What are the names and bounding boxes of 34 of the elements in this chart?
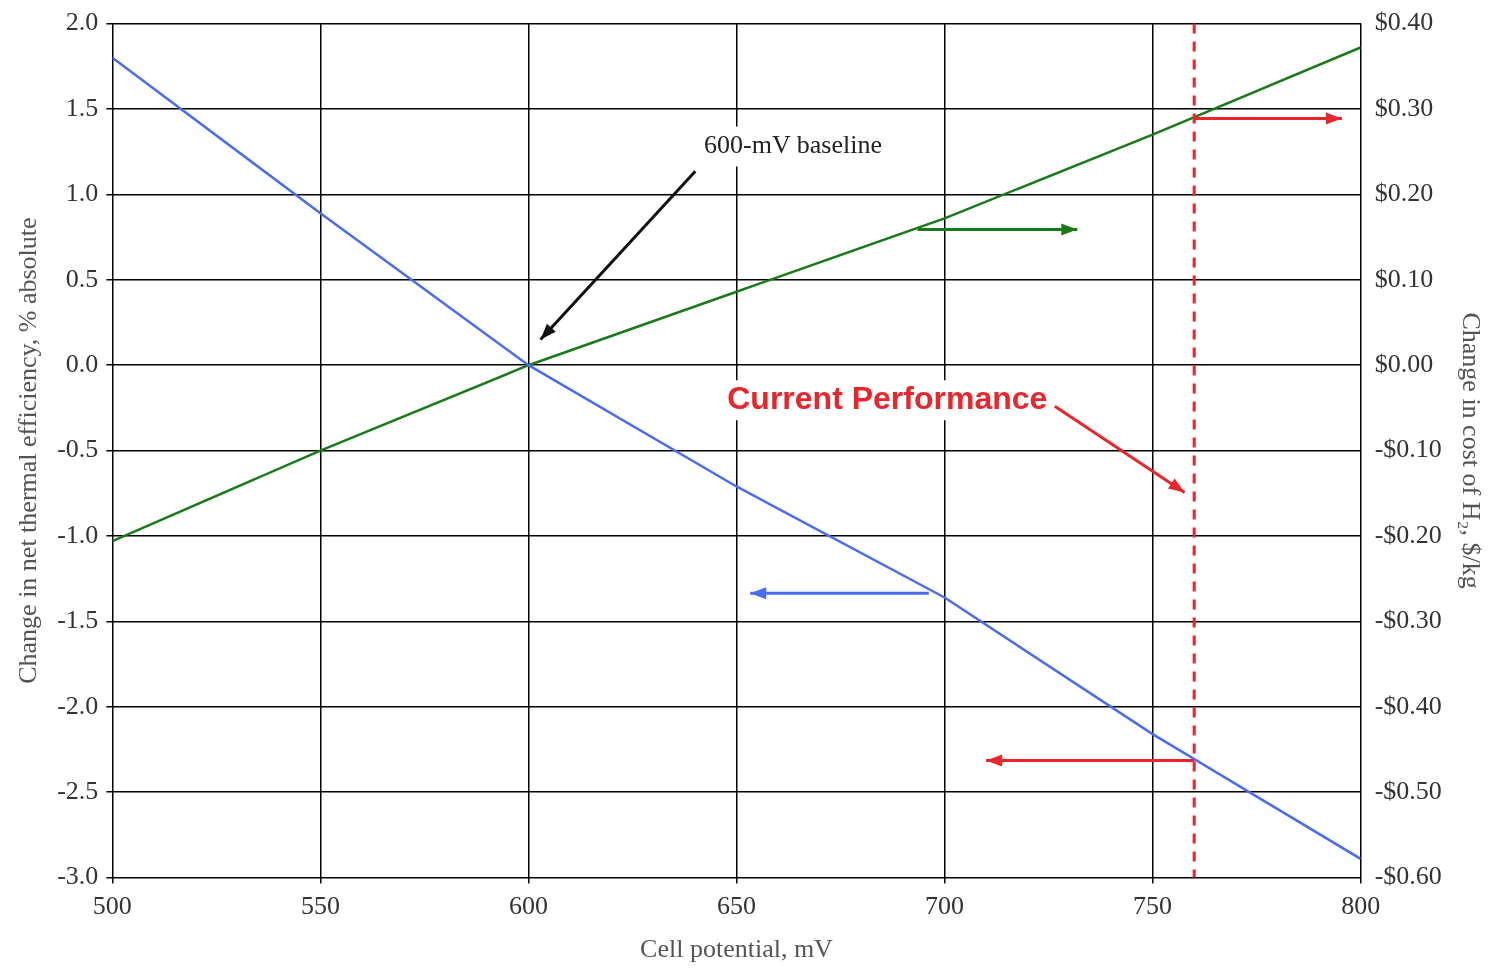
y-tick-label: 1.0 bbox=[65, 178, 99, 208]
y-tick-label: -1.5 bbox=[57, 605, 99, 635]
y-axis-title: Change in net thermal efficiency, % absolute bbox=[13, 217, 43, 684]
y2-tick-label: -$0.30 bbox=[1374, 605, 1442, 635]
y2-tick-label: $0.00 bbox=[1374, 349, 1434, 379]
x-tick-label: 800 bbox=[1341, 891, 1381, 921]
annotation: 600-mV baseline bbox=[704, 130, 882, 160]
x-tick-label: 600 bbox=[508, 891, 548, 921]
y-tick-label: -0.5 bbox=[57, 434, 99, 464]
x-tick-label: 750 bbox=[1133, 891, 1173, 921]
y-tick-label: -3.0 bbox=[57, 861, 99, 891]
y2-tick-label: $0.30 bbox=[1374, 92, 1434, 122]
y-tick-label: 0.0 bbox=[65, 349, 99, 379]
y2-tick-label: $0.10 bbox=[1374, 263, 1434, 293]
x-tick-label: 500 bbox=[92, 891, 132, 921]
y2-tick-label: -$0.60 bbox=[1374, 861, 1442, 891]
x-axis-title: Cell potential, mV bbox=[640, 934, 834, 964]
y2-axis-title: Change in cost of H₂, $/kg bbox=[1456, 312, 1486, 589]
y-tick-label: 2.0 bbox=[65, 7, 99, 37]
annotation: Current Performance bbox=[727, 380, 1048, 417]
x-tick-label: 550 bbox=[300, 891, 340, 921]
x-tick-label: 700 bbox=[925, 891, 965, 921]
y2-tick-label: -$0.40 bbox=[1374, 690, 1442, 720]
y2-tick-label: $0.40 bbox=[1374, 7, 1434, 37]
y2-tick-label: -$0.50 bbox=[1374, 776, 1442, 806]
y-tick-label: 1.5 bbox=[65, 92, 99, 122]
y-tick-label: -2.5 bbox=[57, 776, 99, 806]
y2-tick-label: $0.20 bbox=[1374, 178, 1434, 208]
y-tick-label: -2.0 bbox=[57, 690, 99, 720]
y-tick-label: -1.0 bbox=[57, 519, 99, 549]
y2-tick-label: -$0.10 bbox=[1374, 434, 1442, 464]
y2-tick-label: -$0.20 bbox=[1374, 519, 1442, 549]
y-tick-label: 0.5 bbox=[65, 263, 99, 293]
x-tick-label: 650 bbox=[717, 891, 756, 921]
